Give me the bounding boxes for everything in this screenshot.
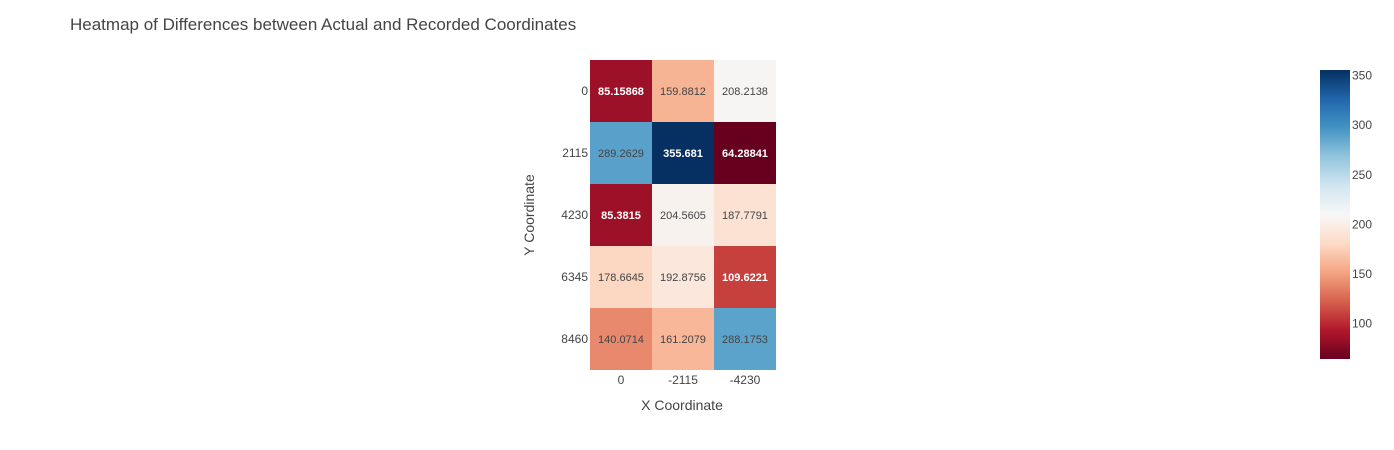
heatmap-cell [652,60,714,122]
colorbar-tick-label: 200 [1352,217,1372,231]
cell-value-label: 64.28841 [722,148,768,160]
heatmap-cell [714,184,776,246]
colorbar-ticks: 100 150 200 250 300 350 [1352,69,1372,331]
cell-value-label: 161.2079 [660,334,706,346]
x-tick-label: -2115 [668,373,698,387]
cell-value-label: 187.7791 [722,210,768,222]
colorbar-tick-label: 250 [1352,168,1372,182]
y-axis-title: Y Coordinate [521,174,537,256]
cell-value-label: 289.2629 [598,148,644,160]
heatmap-cell [714,246,776,308]
y-tick-label: 0 [581,84,588,98]
cell-value-label: 85.15868 [598,86,644,98]
heatmap-cell [590,122,652,184]
colorbar-tick-label: 150 [1352,267,1372,281]
colorbar [1320,70,1350,359]
heatmap-cell [714,308,776,370]
x-axis-title: X Coordinate [641,397,723,413]
heatmap-cell [652,122,714,184]
y-tick-label: 8460 [561,332,588,346]
colorbar-tick-label: 100 [1352,317,1372,331]
y-axis-ticks: 0 2115 4230 6345 8460 [561,84,588,346]
heatmap-cell [590,60,652,122]
y-tick-label: 4230 [561,208,588,222]
cell-value-label: 178.6645 [598,272,644,284]
chart-title: Heatmap of Differences between Actual an… [70,15,576,34]
y-tick-label: 2115 [562,146,588,160]
cell-value-label: 355.681 [663,148,703,160]
cell-value-label: 85.3815 [601,210,641,222]
colorbar-tick-label: 350 [1352,69,1372,83]
heatmap-cell [714,60,776,122]
x-tick-label: 0 [618,373,625,387]
cell-value-label: 140.0714 [598,334,644,346]
cell-value-label: 109.6221 [722,272,768,284]
heatmap-cells: 85.15868 159.8812 208.2138 289.2629 355.681 6… [590,60,776,370]
cell-value-label: 204.5605 [660,210,706,222]
heatmap-cell [652,308,714,370]
cell-value-label: 159.8812 [660,86,706,98]
x-axis-ticks: 0 -2115 -4230 [618,373,761,387]
heatmap-cell [590,184,652,246]
cell-value-label: 288.1753 [722,334,768,346]
colorbar-tick-label: 300 [1352,118,1372,132]
heatmap-cell [590,308,652,370]
cell-value-label: 192.8756 [660,272,706,284]
cell-value-label: 208.2138 [722,86,768,98]
heatmap-cell [714,122,776,184]
y-tick-label: 6345 [561,270,588,284]
heatmap-cell [652,246,714,308]
heatmap-cell [652,184,714,246]
x-tick-label: -4230 [730,373,761,387]
heatmap-cell [590,246,652,308]
